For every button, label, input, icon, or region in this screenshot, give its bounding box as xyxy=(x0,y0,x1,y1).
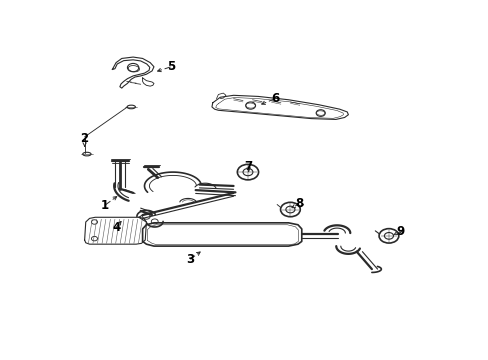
Text: 3: 3 xyxy=(185,253,194,266)
Text: 2: 2 xyxy=(81,132,88,145)
Text: 6: 6 xyxy=(270,92,279,105)
Text: 1: 1 xyxy=(101,199,108,212)
Text: 4: 4 xyxy=(112,221,120,234)
Text: 7: 7 xyxy=(244,160,252,173)
Text: 5: 5 xyxy=(166,60,175,73)
Text: 8: 8 xyxy=(294,198,303,211)
Text: 9: 9 xyxy=(395,225,404,238)
